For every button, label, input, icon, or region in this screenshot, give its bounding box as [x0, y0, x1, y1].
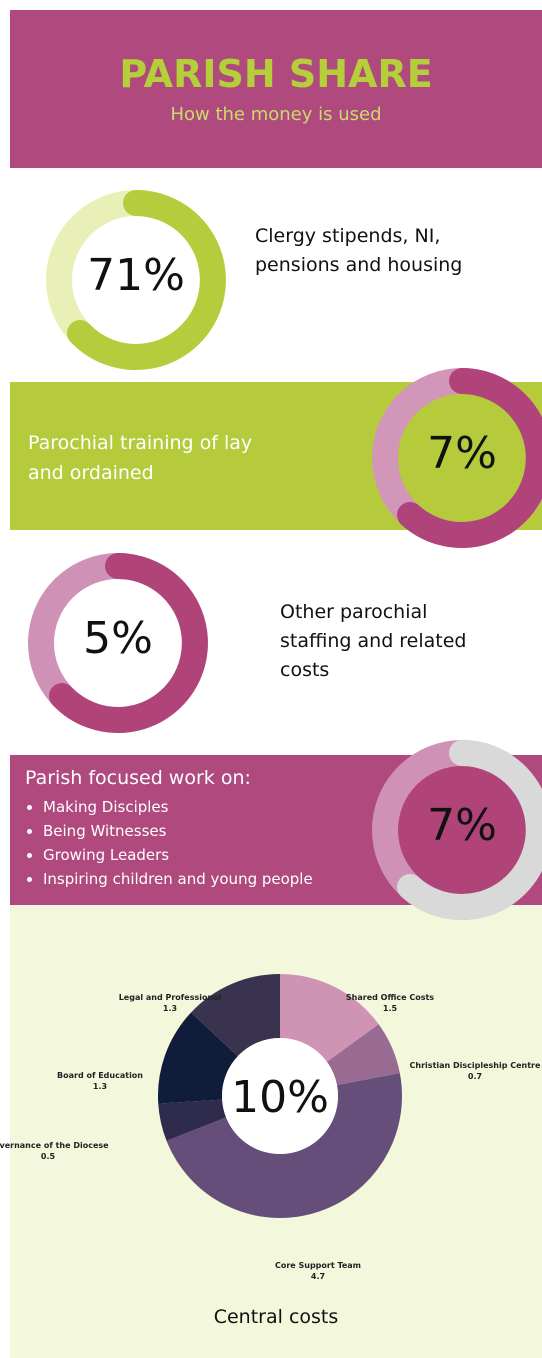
pie-hole: [222, 1038, 338, 1154]
bullet: Being Witnesses: [43, 819, 385, 843]
item-list: Parish focused work on: Making Disciples…: [25, 767, 385, 891]
pie: Shared Office Costs 1.5 Christian Disciple…: [0, 974, 541, 1281]
slice-label: Board of Education: [57, 1071, 143, 1080]
slice-value: 1.5: [383, 1004, 398, 1013]
percent: 7%: [427, 800, 497, 851]
slice-label: Christian Discipleship Centre: [410, 1061, 541, 1070]
pie-slice: [191, 974, 280, 1057]
percent: 5%: [83, 613, 153, 664]
ring-arc: [49, 553, 208, 733]
subtitle: How the money is used: [170, 104, 382, 125]
pie-slice: [158, 1099, 227, 1141]
bullet: Growing Leaders: [43, 843, 385, 867]
slice-label: Shared Office Costs: [346, 993, 434, 1002]
item-text: Clergy stipends, NI, pensions and housin…: [255, 225, 463, 276]
header-band: [10, 10, 542, 168]
slice-label: Core Support Team: [275, 1261, 361, 1270]
ring-arc: [397, 368, 542, 548]
pie-slice: [166, 1073, 402, 1218]
slice-value: 0.5: [41, 1152, 56, 1161]
slice-value: 0.7: [468, 1072, 482, 1081]
pie-slice: [326, 1024, 400, 1086]
center-label: 10%: [231, 1072, 329, 1123]
bullet: Making Disciples: [43, 795, 385, 819]
ring-arc: [67, 190, 226, 370]
ring-arc: [397, 740, 542, 920]
slice-label: Legal and Professional: [119, 993, 222, 1002]
title: PARISH SHARE: [119, 52, 433, 96]
bullet: Inspiring children and young people: [43, 867, 385, 891]
bullets: Making DisciplesBeing WitnessesGrowing L…: [25, 795, 385, 891]
slice-value: 1.3: [93, 1082, 107, 1091]
item-heading: Parish focused work on:: [25, 767, 251, 789]
percent: 7%: [427, 428, 497, 479]
item-text: Other parochial staffing and related cos…: [280, 601, 467, 681]
slice-value: 1.3: [163, 1004, 177, 1013]
pie-slice: [280, 974, 379, 1062]
caption: Central costs: [213, 1306, 339, 1328]
pie-slice: [158, 1012, 238, 1104]
percent: 71%: [87, 250, 185, 301]
item-text: Parochial training of lay and ordained: [28, 432, 253, 484]
slice-value: 4.7: [311, 1272, 325, 1281]
slice-label: Governance of the Diocese: [0, 1141, 109, 1150]
